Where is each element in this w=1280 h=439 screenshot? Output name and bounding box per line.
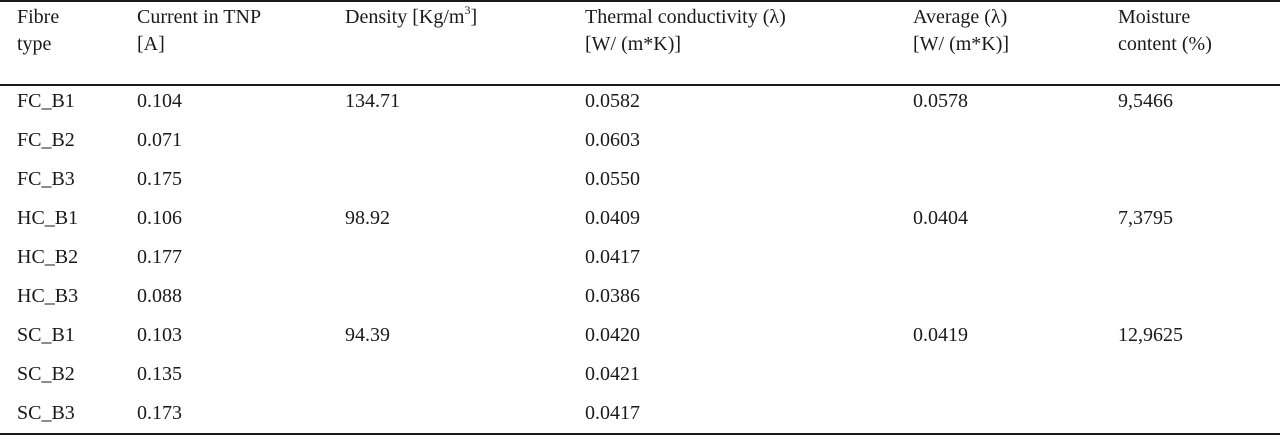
fibre-type-cell: HC_B2 [17,246,79,268]
fibre-type-cell: SC_B2 [17,363,75,385]
current-cell: 0.104 [137,90,182,112]
fibre-type-cell: FC_B1 [17,90,75,112]
moisture-cell: 7,3795 [1118,207,1173,229]
density-cell: 98.92 [345,207,390,229]
header-current: Current in TNP [A] [137,6,262,55]
thermal-conductivity-cell: 0.0603 [585,129,640,151]
thermal-conductivity-cell: 0.0386 [585,285,640,307]
table-row: HC_B3 0.088 0.0386 [0,283,1280,322]
density-cell: 94.39 [345,324,390,346]
thermal-conductivity-cell: 0.0417 [585,402,640,424]
header-thermal-conductivity: Thermal conductivity (λ) [W/ (m*K)] [585,6,786,55]
table-row: SC_B3 0.173 0.0417 [0,400,1280,439]
fibre-type-cell: SC_B3 [17,402,75,424]
table-row: HC_B2 0.177 0.0417 [0,244,1280,283]
table-top-rule [0,0,1280,2]
density-cell: 134.71 [345,90,400,112]
thermal-conductivity-cell: 0.0550 [585,168,640,190]
table-bottom-rule [0,433,1280,435]
header-moisture: Moisture content (%) [1118,6,1212,55]
current-cell: 0.177 [137,246,182,268]
table-row: FC_B1 0.104 134.71 0.0582 0.0578 9,5466 [0,88,1280,127]
fibre-type-cell: HC_B3 [17,285,79,307]
header-average: Average (λ) [W/ (m*K)] [913,6,1010,55]
average-cell: 0.0419 [913,324,968,346]
current-cell: 0.103 [137,324,182,346]
average-cell: 0.0404 [913,207,968,229]
table-row: FC_B3 0.175 0.0550 [0,166,1280,205]
table-row: FC_B2 0.071 0.0603 [0,127,1280,166]
thermal-conductivity-cell: 0.0582 [585,90,640,112]
header-density: Density [Kg/m3] [345,3,478,28]
current-cell: 0.088 [137,285,182,307]
table-row: SC_B2 0.135 0.0421 [0,361,1280,400]
header-fibre-type: Fibre type [17,6,60,55]
thermal-conductivity-cell: 0.0420 [585,324,640,346]
table-row: HC_B1 0.106 98.92 0.0409 0.0404 7,3795 [0,205,1280,244]
current-cell: 0.173 [137,402,182,424]
current-cell: 0.106 [137,207,182,229]
thermal-conductivity-cell: 0.0421 [585,363,640,385]
fibre-type-cell: SC_B1 [17,324,75,346]
current-cell: 0.071 [137,129,182,151]
current-cell: 0.135 [137,363,182,385]
table-row: SC_B1 0.103 94.39 0.0420 0.0419 12,9625 [0,322,1280,361]
header-rule [0,84,1280,86]
thermal-conductivity-cell: 0.0409 [585,207,640,229]
moisture-cell: 9,5466 [1118,90,1173,112]
fibre-type-cell: HC_B1 [17,207,79,229]
current-cell: 0.175 [137,168,182,190]
average-cell: 0.0578 [913,90,968,112]
fibre-type-cell: FC_B3 [17,168,75,190]
thermal-conductivity-cell: 0.0417 [585,246,640,268]
fibre-type-cell: FC_B2 [17,129,75,151]
moisture-cell: 12,9625 [1118,324,1183,346]
